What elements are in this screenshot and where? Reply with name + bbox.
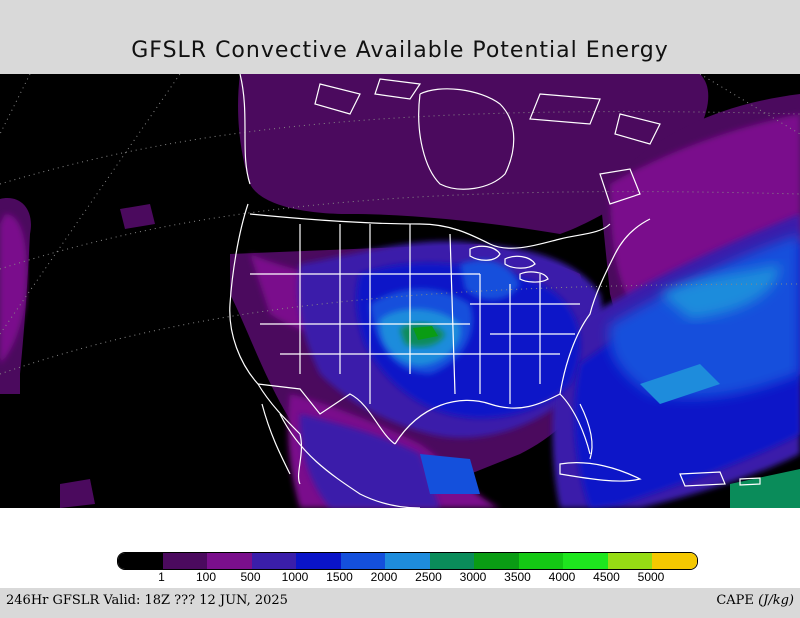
cape-region-2500	[640, 364, 720, 404]
state-boundary	[449, 233, 456, 395]
variable-name: CAPE	[716, 593, 754, 608]
great-lakes	[519, 271, 549, 283]
arctic-island	[614, 113, 661, 145]
east-coastline	[559, 218, 651, 395]
mexico-coastline	[279, 413, 421, 508]
cape-region-500	[0, 214, 27, 364]
color-bar-label: 1500	[326, 570, 353, 584]
color-bar-segment	[518, 553, 563, 569]
hudson-bay-coastline	[418, 88, 515, 190]
color-bar-label: 3000	[459, 570, 487, 584]
color-bar-segment	[340, 553, 385, 569]
grid-line	[0, 283, 800, 375]
great-lakes	[504, 255, 536, 269]
puerto-rico	[739, 477, 761, 486]
color-bar-segment	[118, 553, 163, 569]
cape-region-2000	[460, 260, 520, 300]
cape-map	[0, 74, 800, 508]
color-bar-label: 100	[195, 570, 217, 584]
color-bar-segment	[207, 553, 252, 569]
color-bar-label: 500	[240, 570, 261, 584]
cape-region-2500	[660, 264, 780, 319]
great-lakes	[469, 245, 501, 261]
color-bar-segment	[652, 553, 697, 569]
coastline	[229, 203, 303, 485]
color-bar-segment	[607, 553, 652, 569]
color-bar	[117, 552, 698, 570]
cape-region-low	[0, 374, 20, 394]
color-bar-label: 1000	[281, 570, 309, 584]
cape-region-low	[60, 479, 95, 508]
cape-region-low	[238, 74, 709, 234]
map-title: GFSLR Convective Available Potential Ene…	[131, 38, 669, 63]
color-bar-label: 3500	[504, 570, 531, 584]
color-bar-label: 1	[158, 570, 165, 584]
us-canada-border	[249, 213, 611, 249]
boundary-lines	[229, 74, 761, 508]
color-bar-segment	[474, 553, 519, 569]
newfoundland	[599, 168, 641, 205]
color-bar-label: 4500	[593, 570, 620, 584]
color-bar-segment	[251, 553, 296, 569]
units: (J/kg)	[758, 593, 794, 608]
florida-peninsula	[579, 403, 593, 460]
color-bar-label: 5000	[637, 570, 665, 584]
color-bar-label: 4000	[548, 570, 576, 584]
grid-line	[0, 74, 31, 135]
latitude-longitude-grid	[0, 74, 800, 375]
arctic-island	[529, 93, 601, 125]
title-bar: GFSLR Convective Available Potential Ene…	[0, 0, 800, 74]
hispaniola	[679, 471, 726, 487]
cape-region-3500	[413, 326, 438, 340]
variable-units-label: CAPE (J/kg)	[716, 593, 794, 608]
us-mexico-border	[257, 383, 396, 445]
color-bar-segment	[296, 553, 341, 569]
cape-region-2000	[420, 454, 480, 494]
arctic-island	[314, 83, 361, 115]
canada-coastline	[239, 74, 251, 185]
cape-fill-layer	[0, 74, 800, 508]
legend-area: 1 100 500 1000 1500 2000 2500 3000 3500 4000 4500 5…	[0, 508, 800, 588]
color-bar-label: 2000	[370, 570, 398, 584]
grid-line	[0, 74, 181, 335]
color-bar-label: 2500	[415, 570, 442, 584]
color-bar-segment	[162, 553, 207, 569]
cape-region-3000	[730, 469, 800, 508]
map-panel[interactable]	[0, 74, 800, 508]
color-bar-segment	[429, 553, 474, 569]
valid-time-label: 246Hr GFSLR Valid: 18Z ??? 12 JUN, 2025	[6, 593, 288, 608]
cape-region-low	[120, 204, 155, 229]
color-bar-segment	[563, 553, 608, 569]
footer: 246Hr GFSLR Valid: 18Z ??? 12 JUN, 2025 …	[0, 588, 800, 618]
gulf-coastline	[394, 393, 591, 455]
arctic-island	[374, 78, 422, 100]
color-bar-labels: 1 100 500 1000 1500 2000 2500 3000 3500 4000 4500 5…	[117, 570, 687, 586]
cape-region-1000	[300, 414, 440, 508]
baja-california	[261, 403, 291, 475]
color-bar-segment	[385, 553, 430, 569]
cuba	[559, 462, 642, 482]
